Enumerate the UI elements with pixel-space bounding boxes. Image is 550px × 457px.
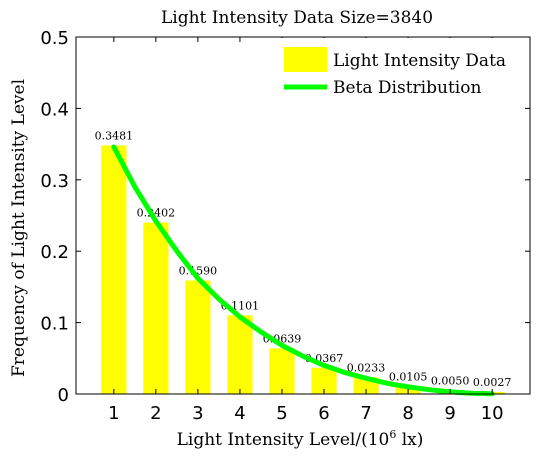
legend-line-label: Beta Distribution: [333, 78, 481, 98]
x-tick-label-6: 6: [318, 403, 329, 424]
beta-distribution-line: [111, 144, 495, 397]
x-tick-label-7: 7: [360, 403, 371, 424]
bar-value-label-1: 0.3481: [95, 129, 134, 142]
x-axis-label-prefix: Light Intensity Level/(10: [177, 430, 390, 450]
x-tick-labels: 1 2 3 4 5 6 7 8 9 10: [108, 403, 504, 424]
legend-bar-swatch: [284, 47, 327, 72]
y-tick-label-2: 0.2: [40, 242, 69, 263]
chart-title: Light Intensity Data Size=3840: [161, 8, 433, 28]
x-tick-label-2: 2: [150, 403, 161, 424]
y-tick-label-5: 0.5: [40, 28, 69, 49]
bar-5: [269, 348, 295, 394]
x-tick-label-1: 1: [108, 403, 119, 424]
y-axis-label: Frequency of Light Intensity Level: [9, 79, 29, 377]
y-tick-label-4: 0.4: [40, 99, 69, 120]
bar-value-label-7: 0.0233: [347, 361, 386, 374]
bar-1: [101, 145, 127, 394]
bar-3: [185, 280, 211, 394]
legend: Light Intensity Data Beta Distribution: [272, 38, 529, 102]
x-axis-label-suffix: lx): [396, 430, 423, 450]
x-tick-label-5: 5: [276, 403, 287, 424]
y-tick-labels: 0 0.1 0.2 0.3 0.4 0.5: [40, 28, 69, 406]
bar-value-label-10: 0.0027: [473, 376, 512, 389]
legend-bar-label: Light Intensity Data: [333, 51, 506, 71]
x-axis-label: Light Intensity Level/(106 lx): [177, 428, 424, 450]
y-tick-label-3: 0.3: [40, 171, 69, 192]
x-tick-label-3: 3: [192, 403, 203, 424]
plot-frame: [75, 36, 531, 395]
x-tick-label-9: 9: [444, 403, 455, 424]
x-tick-label-8: 8: [402, 403, 413, 424]
bar-2: [143, 222, 169, 394]
bar-value-label-8: 0.0105: [389, 371, 428, 384]
y-tick-label-1: 0.1: [40, 314, 69, 335]
x-axis-label-sup: 6: [389, 428, 396, 441]
y-tick-label-0: 0: [58, 385, 69, 406]
bar-value-label-9: 0.0050: [431, 374, 470, 387]
x-tick-label-10: 10: [481, 403, 504, 424]
bars-group: [101, 145, 505, 394]
bar-4: [227, 315, 253, 394]
beta-line-group: [111, 144, 495, 397]
x-tick-label-4: 4: [234, 403, 245, 424]
